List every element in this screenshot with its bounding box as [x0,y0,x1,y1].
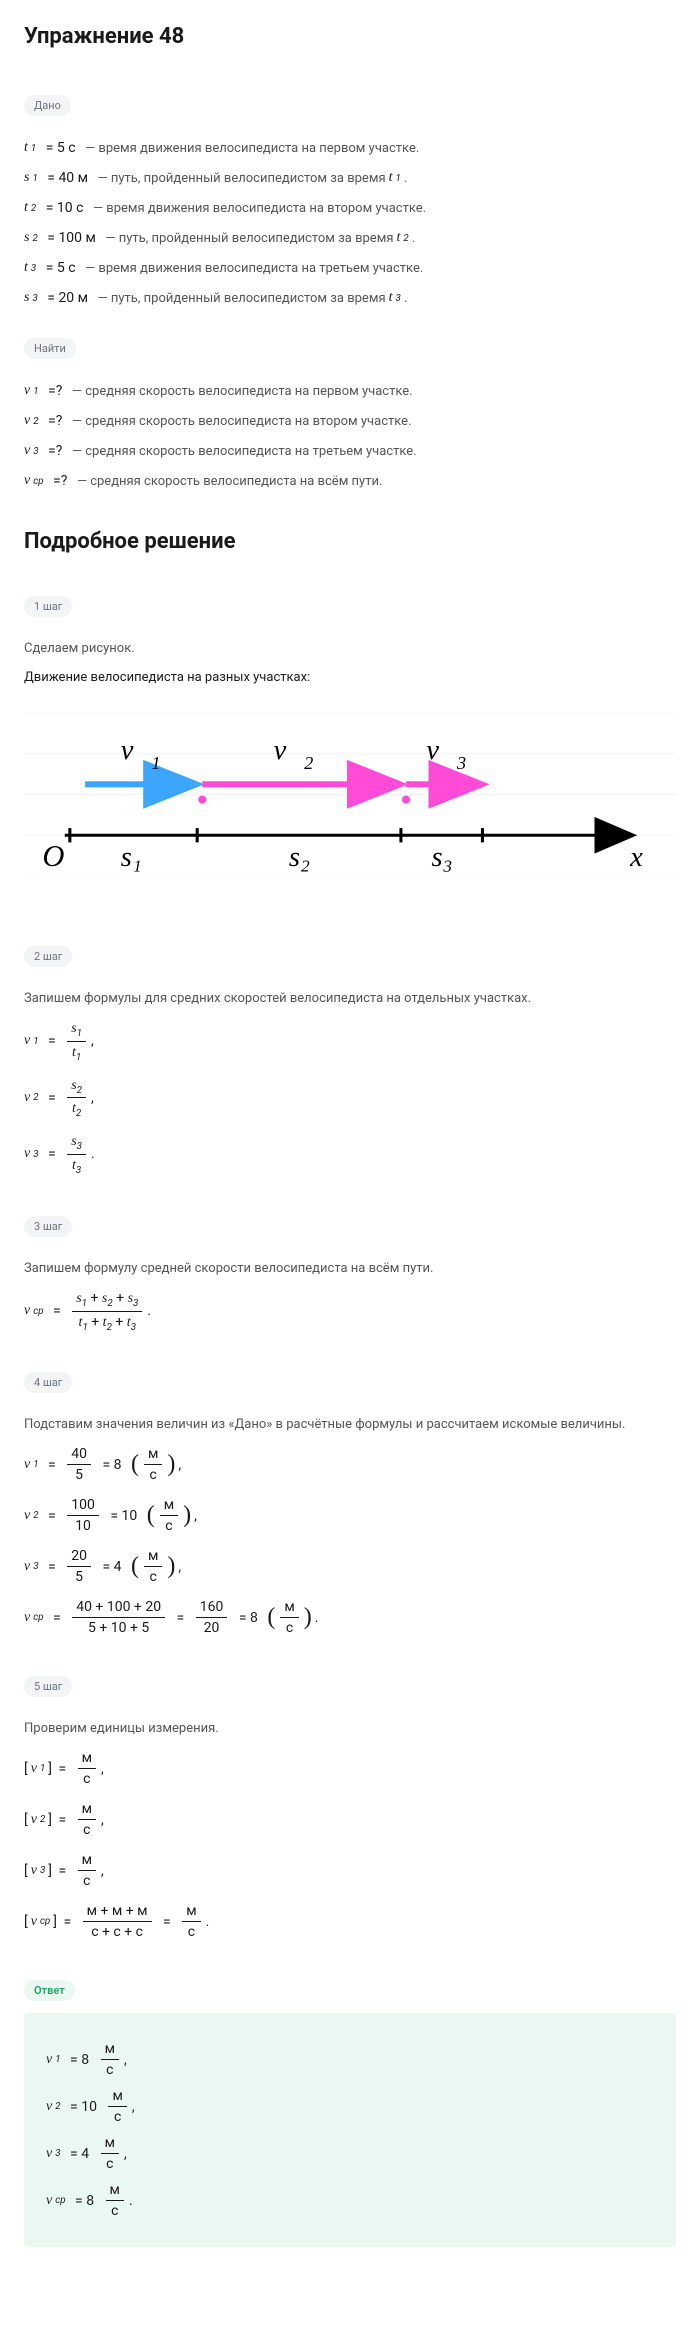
motion-diagram: v⃗1 v⃗2 v⃗3 O x s₁ s₂ s₃ [24,713,676,876]
given-s2: s2 = 100 м — путь, пройденный велосипеди… [24,230,676,246]
formula-vcp: vcp = s1 + s2 + s3 t1 + t2 + t3 . [24,1290,676,1333]
calc-v2: v2 = 10010 = 10 (мc), [24,1497,676,1534]
svg-text:3: 3 [456,753,466,773]
calc-vcp: vcp = 40 + 100 + 205 + 10 + 5 = 16020 = … [24,1599,676,1636]
find-v1: v1 =? — средняя скорость велосипедиста н… [24,383,676,399]
answer-box: v1 = 8 мc, v2 = 10 мc, v3 = 4 мc, vcp = … [24,2013,676,2247]
formula-v1: v1 = s1t1, [24,1020,676,1063]
answer-vcp: vcp = 8 мc. [46,2182,654,2219]
step5-badge: 5 шаг [24,1676,72,1697]
svg-text:2: 2 [304,753,313,773]
svg-text:x: x [629,842,643,873]
step4-badge: 4 шаг [24,1372,72,1393]
find-v3: v3 =? — средняя скорость велосипедиста н… [24,443,676,459]
answer-badge: Ответ [24,1980,75,2001]
dim-vcp: [vcp] = м + м + мc + c + c = мc. [24,1903,676,1940]
step2-intro: Запишем формулы для средних скоростей ве… [24,991,676,1006]
calc-v1: v1 = 405 = 8 (мc), [24,1446,676,1483]
step1-badge: 1 шаг [24,596,72,617]
dim-v2: [v2] = мc, [24,1801,676,1838]
page-title: Упражнение 48 [24,24,676,49]
svg-text:O: O [42,839,64,873]
answer-v2: v2 = 10 мc, [46,2088,654,2125]
given-t1: t1 = 5 c — время движения велосипедиста … [24,140,676,156]
given-s1: s1 = 40 м — путь, пройденный велосипедис… [24,170,676,186]
find-vcp: vcp =? — средняя скорость велосипедиста … [24,473,676,489]
step2-badge: 2 шаг [24,946,72,967]
calc-v3: v3 = 205 = 4 (мc), [24,1548,676,1585]
find-badge: Найти [24,338,76,359]
step5-intro: Проверим единицы измерения. [24,1721,676,1736]
dim-v1: [v1] = мc, [24,1750,676,1787]
step4-intro: Подставим значения величин из «Дано» в р… [24,1417,676,1432]
find-v2: v2 =? — средняя скорость велосипедиста н… [24,413,676,429]
step3-intro: Запишем формулу средней скорости велосип… [24,1261,676,1276]
detailed-heading: Подробное решение [24,529,676,554]
svg-text:s₃: s₃ [432,842,453,873]
given-s3: s3 = 20 м — путь, пройденный велосипедис… [24,290,676,306]
given-badge: Дано [24,95,71,116]
given-t3: t3 = 5 c — время движения велосипедиста … [24,260,676,276]
svg-text:1: 1 [151,753,160,773]
formula-v2: v2 = s2t2, [24,1077,676,1120]
step3-badge: 3 шаг [24,1216,72,1237]
answer-v3: v3 = 4 мc, [46,2135,654,2172]
formula-v3: v3 = s3t3. [24,1133,676,1176]
given-t2: t2 = 10 c — время движения велосипедиста… [24,200,676,216]
step1-a: Сделаем рисунок. [24,641,676,656]
step1-b: Движение велосипедиста на разных участка… [24,670,676,685]
answer-v1: v1 = 8 мc, [46,2041,654,2078]
dim-v3: [v3] = мc, [24,1852,676,1889]
svg-text:s₂: s₂ [289,842,310,873]
svg-text:s₁: s₁ [121,842,142,873]
